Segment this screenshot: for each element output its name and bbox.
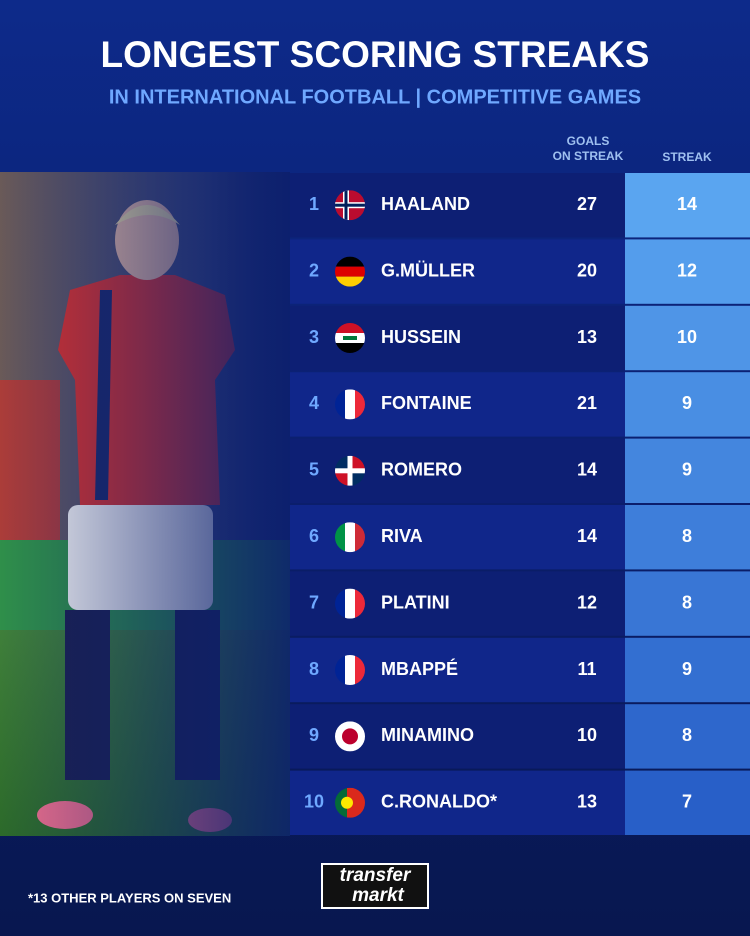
streak-cell	[625, 438, 750, 503]
flag-icon	[335, 522, 365, 553]
rank: 3	[309, 327, 319, 347]
flag-icon	[335, 455, 365, 486]
streak: 8	[682, 526, 692, 546]
streak-cell	[625, 637, 750, 703]
streak-cell	[625, 372, 750, 437]
streak: 9	[682, 460, 692, 480]
player-name: RIVA	[381, 526, 423, 546]
streak-cell	[625, 305, 750, 371]
column-header-goals: GOALS ON STREAK	[553, 134, 624, 163]
table-row: 4 FONTAINE 21 9	[290, 372, 750, 437]
goals-on-streak: 14	[577, 526, 597, 546]
streak: 10	[677, 327, 697, 347]
streak-cell	[625, 239, 750, 304]
streak-cell	[625, 770, 750, 835]
flag-icon	[335, 655, 365, 685]
streak: 9	[682, 659, 692, 679]
player-name: ROMERO	[381, 460, 462, 480]
subtitle: IN INTERNATIONAL FOOTBALL | COMPETITIVE …	[109, 86, 641, 108]
flag-icon	[335, 588, 365, 619]
title: LONGEST SCORING STREAKS	[101, 34, 650, 75]
flag-icon	[335, 787, 365, 818]
table-row: 6 RIVA 14 8	[290, 505, 750, 570]
flag-icon	[335, 190, 365, 221]
rank: 1	[309, 194, 319, 214]
rank: 9	[309, 725, 319, 745]
streak: 7	[682, 792, 692, 812]
table-row: 1 HAALAND 27 14	[290, 173, 750, 238]
streak: 9	[682, 393, 692, 413]
goals-on-streak: 21	[577, 393, 597, 413]
streak: 12	[677, 260, 697, 280]
rank: 5	[309, 460, 319, 480]
rank: 6	[309, 526, 319, 546]
streak-cell	[625, 571, 750, 636]
goals-on-streak: 11	[577, 659, 596, 679]
logo: transfer markt	[321, 863, 429, 909]
rank: 10	[304, 792, 324, 812]
goals-on-streak: 27	[577, 194, 597, 214]
rank: 4	[309, 393, 319, 413]
rank: 7	[309, 592, 319, 612]
player-photo	[0, 172, 290, 836]
table-row: 9 MINAMINO 10 8	[290, 704, 750, 769]
table-row: 7 PLATINI 12 8	[290, 571, 750, 636]
streak: 8	[682, 592, 692, 612]
player-name: PLATINI	[381, 592, 450, 612]
table-row: 5 ROMERO 14 9	[290, 438, 750, 503]
footnote: *13 OTHER PLAYERS ON SEVEN	[28, 890, 231, 905]
flag-icon	[335, 323, 365, 353]
rank: 2	[309, 260, 319, 280]
table: 1 HAALAND 27 14 2 G.MÜLLER 20 12 3 HUSSEIN 13 10 4 FO…	[290, 173, 750, 835]
table-row: 8 MBAPPÉ 11 9	[290, 637, 750, 703]
player-name: HAALAND	[381, 194, 470, 214]
goals-on-streak: 13	[577, 327, 597, 347]
table-row: 10 C.RONALDO* 13 7	[290, 770, 750, 835]
streak: 8	[682, 725, 692, 745]
player-name: C.RONALDO*	[381, 792, 497, 812]
streak-cell	[625, 704, 750, 769]
player-name: G.MÜLLER	[381, 260, 475, 280]
streak: 14	[677, 194, 697, 214]
flag-icon	[335, 721, 365, 752]
goals-on-streak: 12	[577, 592, 597, 612]
player-name: FONTAINE	[381, 393, 472, 413]
flag-icon	[335, 389, 365, 420]
player-name: MINAMINO	[381, 725, 474, 745]
goals-on-streak: 10	[577, 725, 597, 745]
streak-cell	[625, 505, 750, 570]
logo-text: markt	[352, 885, 404, 906]
player-name: HUSSEIN	[381, 327, 461, 347]
streak-cell	[625, 173, 750, 238]
logo-text: transfer	[340, 865, 412, 886]
goals-on-streak: 20	[577, 260, 597, 280]
goals-on-streak: 13	[577, 792, 597, 812]
table-row: 2 G.MÜLLER 20 12	[290, 239, 750, 304]
goals-on-streak: 14	[577, 460, 597, 480]
table-row: 3 HUSSEIN 13 10	[290, 305, 750, 371]
player-name: MBAPPÉ	[381, 658, 458, 679]
rank: 8	[309, 659, 319, 679]
column-header-streak: STREAK	[662, 150, 712, 164]
flag-icon	[335, 256, 365, 287]
